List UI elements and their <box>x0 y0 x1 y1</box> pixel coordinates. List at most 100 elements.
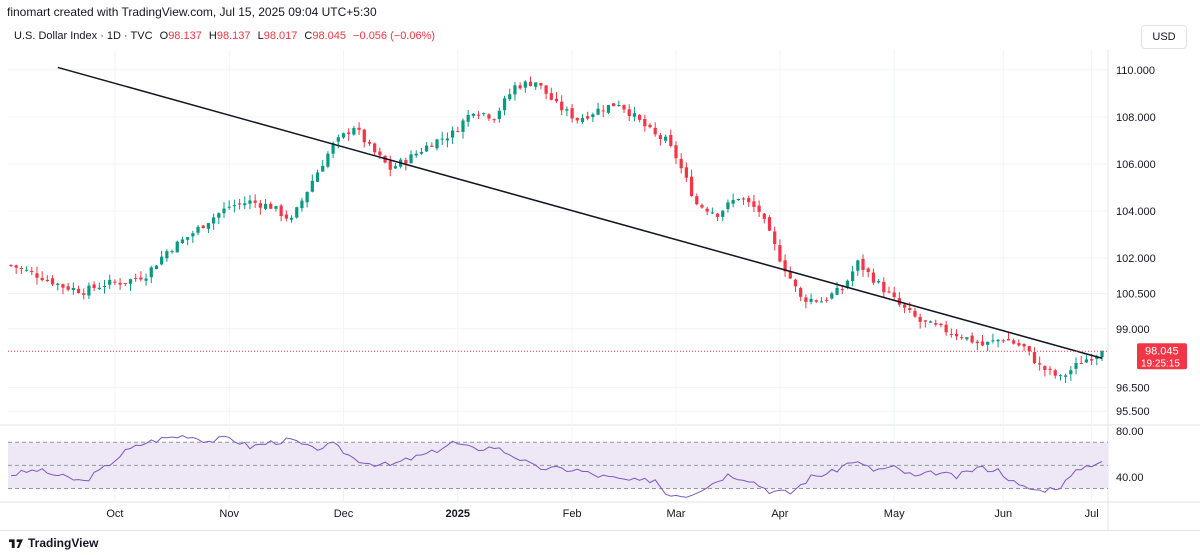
candle <box>887 286 891 294</box>
bar-countdown: 19:25:15 <box>1141 358 1180 369</box>
price-tick-label: 110.000 <box>1116 65 1155 77</box>
candle <box>980 334 985 347</box>
candle <box>310 174 314 193</box>
candle <box>752 194 756 213</box>
price-tick-label: 95.500 <box>1116 406 1150 418</box>
candle <box>861 254 865 277</box>
time-tick-label: Dec <box>334 508 354 520</box>
candle <box>1001 338 1005 343</box>
tradingview-logo-icon <box>9 539 23 549</box>
candle <box>165 249 169 262</box>
candle <box>305 191 309 208</box>
candle <box>871 268 876 286</box>
candle <box>669 129 673 148</box>
candle <box>747 195 751 207</box>
ohlc-legend: U.S. Dollar Index · 1D · TVC O98.137 H98… <box>14 30 439 42</box>
time-axis[interactable]: Oct Nov Dec 2025 Feb Mar Apr May Jun Jul <box>106 508 1098 520</box>
candle <box>1084 354 1089 364</box>
candle <box>352 125 356 136</box>
candle <box>1038 356 1042 371</box>
candle <box>508 88 512 102</box>
candle <box>461 118 465 139</box>
trendline[interactable] <box>57 66 1103 359</box>
candle <box>476 111 481 119</box>
price-tick-label: 99.000 <box>1116 324 1150 336</box>
tradingview-brand: TradingView <box>28 536 99 550</box>
candle <box>450 126 455 145</box>
candle <box>721 210 725 222</box>
candle <box>991 333 995 344</box>
top-bar: finomart created with TradingView.com, J… <box>0 0 1200 20</box>
candle <box>736 198 740 201</box>
candle <box>61 283 65 295</box>
candle <box>35 266 39 285</box>
candle <box>113 279 117 285</box>
candle <box>913 307 917 318</box>
candle <box>30 267 34 276</box>
candle <box>783 254 787 277</box>
candle <box>40 271 44 282</box>
candle <box>986 341 990 352</box>
candle <box>243 196 247 210</box>
candle <box>804 294 808 309</box>
candle <box>586 111 590 121</box>
price-tick-label: 100.500 <box>1116 288 1156 300</box>
price-chart[interactable]: 110.000 108.000 106.000 104.000 102.000 100.5… <box>0 0 1200 530</box>
candle <box>232 199 237 213</box>
time-tick-label: Apr <box>771 508 788 520</box>
candle <box>1074 357 1078 375</box>
candle <box>279 203 283 222</box>
candle <box>518 82 522 90</box>
time-tick-label: Nov <box>219 508 239 520</box>
candle <box>149 265 153 284</box>
candle <box>50 275 55 287</box>
candle <box>591 112 595 123</box>
candle <box>684 162 688 182</box>
candle <box>689 169 694 197</box>
candle <box>45 275 49 283</box>
candle <box>253 194 257 208</box>
candle <box>9 264 13 268</box>
candle <box>632 106 637 122</box>
candle <box>866 267 870 278</box>
candle <box>819 297 824 303</box>
low-value: 98.017 <box>263 30 298 42</box>
candle <box>539 82 543 90</box>
candle <box>1079 355 1083 365</box>
candle <box>160 250 164 266</box>
candle <box>269 201 273 209</box>
tradingview-logo[interactable]: TradingView <box>9 536 98 550</box>
candle <box>76 285 81 294</box>
candle <box>108 274 112 290</box>
candle <box>217 212 221 225</box>
resistance-trendline[interactable] <box>57 66 1103 359</box>
candle <box>918 313 922 329</box>
candle <box>949 328 953 338</box>
candle <box>134 273 138 282</box>
rsi-tick-label: 80.00 <box>1116 426 1144 438</box>
candle <box>66 282 70 292</box>
price-axis[interactable]: 110.000 108.000 106.000 104.000 102.000 100.5… <box>1116 65 1156 484</box>
candle <box>778 239 782 263</box>
candle <box>341 132 346 140</box>
candle <box>1048 366 1052 375</box>
candle <box>1043 365 1047 377</box>
candle <box>627 104 631 121</box>
candle <box>715 212 720 222</box>
currency-button[interactable]: USD <box>1141 25 1187 49</box>
candle <box>258 199 262 215</box>
candle <box>14 264 18 274</box>
candle <box>741 197 746 205</box>
candle <box>648 123 652 129</box>
symbol-name[interactable]: U.S. Dollar Index · 1D · TVC <box>14 30 153 42</box>
candle <box>1053 368 1057 379</box>
grid-lines <box>0 50 1200 530</box>
candle <box>300 197 304 212</box>
price-tick-label: 106.000 <box>1116 159 1156 171</box>
candle <box>440 131 444 146</box>
candle <box>139 271 143 282</box>
candle <box>596 102 600 116</box>
candle <box>882 277 886 298</box>
candle <box>934 319 938 327</box>
rsi-series-line <box>10 435 1103 498</box>
